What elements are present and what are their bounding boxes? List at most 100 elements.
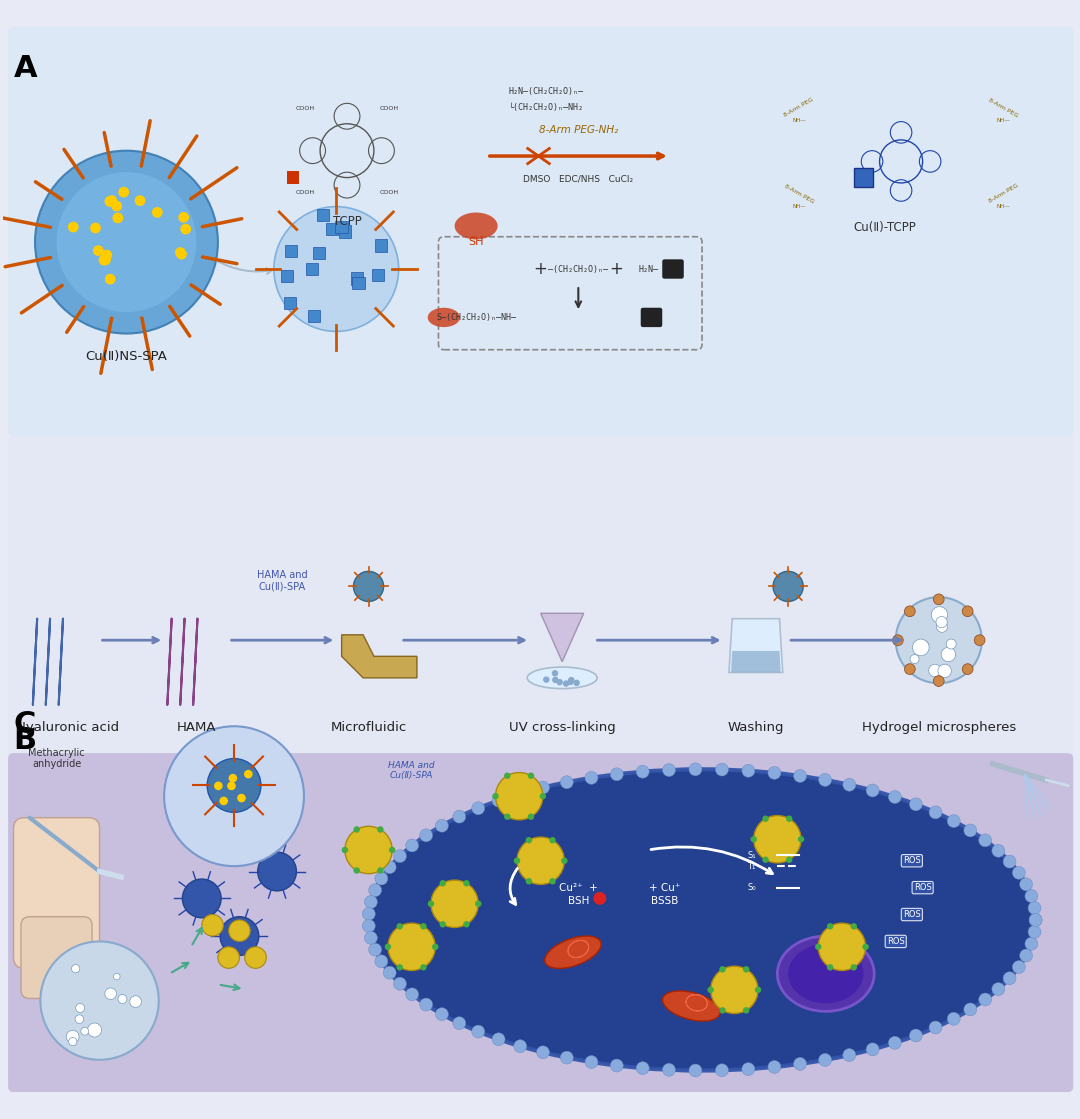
Circle shape: [202, 914, 224, 937]
Circle shape: [463, 921, 470, 928]
Circle shape: [552, 677, 558, 683]
Circle shape: [504, 814, 511, 820]
Circle shape: [689, 1064, 702, 1076]
Text: Washing: Washing: [728, 721, 784, 734]
Circle shape: [931, 606, 947, 623]
Text: H₂N—(CH₂CH₂O)ₙ—: H₂N—(CH₂CH₂O)ₙ—: [509, 87, 583, 96]
Circle shape: [368, 943, 381, 956]
Text: ROS: ROS: [903, 910, 921, 919]
FancyBboxPatch shape: [640, 308, 662, 327]
Circle shape: [130, 996, 141, 1007]
Ellipse shape: [527, 667, 597, 688]
Circle shape: [364, 931, 377, 944]
Circle shape: [384, 943, 391, 950]
Circle shape: [472, 1025, 485, 1038]
Circle shape: [227, 781, 235, 790]
Circle shape: [119, 187, 130, 198]
Circle shape: [238, 793, 246, 802]
FancyBboxPatch shape: [21, 916, 92, 998]
Circle shape: [711, 966, 758, 1014]
Circle shape: [368, 884, 381, 896]
Circle shape: [1020, 878, 1032, 891]
Circle shape: [1003, 855, 1016, 868]
Text: ROS: ROS: [903, 856, 921, 865]
Circle shape: [751, 836, 757, 843]
Circle shape: [904, 664, 915, 675]
Circle shape: [895, 598, 982, 684]
Circle shape: [662, 1063, 675, 1076]
Circle shape: [991, 844, 1004, 857]
Circle shape: [100, 254, 111, 265]
Circle shape: [514, 787, 527, 800]
Circle shape: [1025, 938, 1038, 950]
Circle shape: [662, 763, 675, 777]
Circle shape: [552, 670, 558, 677]
Text: NH—: NH—: [997, 117, 1010, 123]
Circle shape: [1029, 913, 1042, 927]
Circle shape: [420, 923, 427, 930]
Circle shape: [93, 245, 104, 256]
FancyBboxPatch shape: [9, 753, 1074, 1092]
Text: COOH: COOH: [296, 106, 314, 111]
Circle shape: [543, 676, 550, 683]
Text: HAMA and
Cu(Ⅱ)-SPA: HAMA and Cu(Ⅱ)-SPA: [257, 571, 308, 592]
Circle shape: [909, 798, 922, 811]
Circle shape: [40, 941, 159, 1060]
Circle shape: [719, 966, 726, 972]
Circle shape: [383, 966, 396, 979]
Circle shape: [35, 151, 218, 333]
Circle shape: [118, 995, 127, 1004]
Circle shape: [440, 880, 446, 886]
Text: H₂N—: H₂N—: [638, 264, 658, 273]
Circle shape: [918, 640, 929, 651]
Ellipse shape: [788, 944, 863, 1004]
Circle shape: [362, 908, 375, 921]
Circle shape: [707, 987, 714, 993]
Text: HAMA and
Cu(Ⅱ)-SPA: HAMA and Cu(Ⅱ)-SPA: [388, 761, 435, 780]
Circle shape: [245, 947, 267, 968]
Polygon shape: [541, 613, 583, 661]
Circle shape: [353, 867, 360, 874]
Circle shape: [214, 781, 222, 790]
Text: HAMA: HAMA: [177, 721, 216, 734]
Text: 8-Arm PEG: 8-Arm PEG: [783, 97, 814, 119]
Text: Cu(Ⅱ)NS-SPA: Cu(Ⅱ)NS-SPA: [85, 350, 167, 363]
Circle shape: [689, 763, 702, 775]
Circle shape: [819, 773, 832, 787]
Text: Cu(Ⅱ)-TCPP: Cu(Ⅱ)-TCPP: [853, 220, 916, 234]
Circle shape: [1025, 890, 1038, 903]
Polygon shape: [729, 619, 783, 673]
Circle shape: [492, 794, 505, 807]
Circle shape: [819, 1053, 832, 1066]
Circle shape: [762, 856, 769, 863]
Circle shape: [755, 987, 761, 993]
Circle shape: [962, 664, 973, 675]
Circle shape: [636, 1062, 649, 1074]
Circle shape: [786, 856, 793, 863]
Circle shape: [258, 853, 296, 891]
Circle shape: [178, 211, 189, 223]
Circle shape: [383, 861, 396, 874]
Circle shape: [514, 1040, 527, 1053]
Circle shape: [742, 1063, 755, 1075]
Circle shape: [353, 572, 383, 601]
Circle shape: [742, 764, 755, 778]
Circle shape: [1028, 925, 1041, 939]
Circle shape: [504, 772, 511, 779]
Circle shape: [889, 790, 902, 803]
Text: 8-Arm PEG-NH₂: 8-Arm PEG-NH₂: [539, 124, 618, 134]
Circle shape: [229, 920, 251, 941]
FancyBboxPatch shape: [9, 435, 1074, 759]
Text: Methacrylic
anhydride: Methacrylic anhydride: [28, 747, 85, 770]
Circle shape: [978, 993, 991, 1006]
Circle shape: [420, 829, 433, 841]
Ellipse shape: [455, 213, 498, 239]
Circle shape: [475, 901, 482, 908]
Circle shape: [936, 617, 947, 628]
Circle shape: [176, 248, 187, 260]
Circle shape: [87, 1023, 102, 1037]
Text: A: A: [13, 54, 37, 83]
Circle shape: [180, 224, 191, 235]
Circle shape: [1029, 913, 1042, 927]
Polygon shape: [341, 634, 417, 678]
